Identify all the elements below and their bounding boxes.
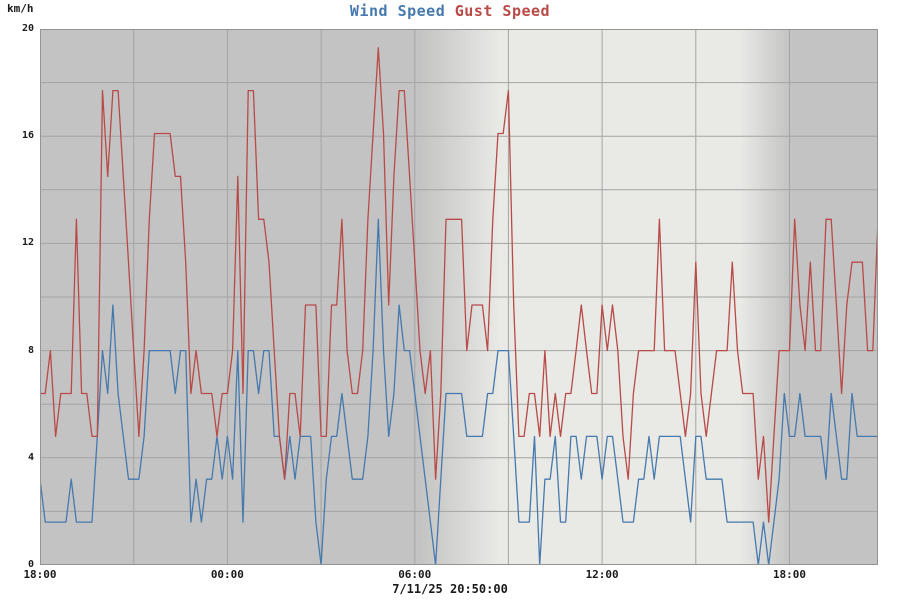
x-tick-label: 00:00 [210,568,244,581]
x-tick-label: 12:00 [585,568,619,581]
gust-speed-line [40,47,878,523]
y-tick-label: 4 [27,451,34,463]
chart-title-legend: Wind Speed Gust Speed [0,2,900,20]
x-tick-label: 18:00 [23,568,57,581]
y-tick-label: 12 [21,237,34,249]
plot-border [40,29,878,565]
x-tick-label: 18:00 [772,568,807,581]
y-tick-label: 16 [21,130,34,142]
timestamp-label: 7/11/25 20:50:00 [392,582,508,596]
y-tick-label: 8 [27,344,34,356]
wind-speed-line [40,218,878,565]
legend-gust-speed: Gust Speed [454,2,551,20]
legend-wind-speed: Wind Speed [349,2,446,20]
plot-area [40,29,878,565]
y-tick-label: 0 [27,559,34,570]
y-tick-label: 20 [21,23,34,34]
x-tick-label: 06:00 [398,568,432,581]
legend-separator [445,2,455,20]
y-axis-unit-label: km/h [7,2,34,15]
